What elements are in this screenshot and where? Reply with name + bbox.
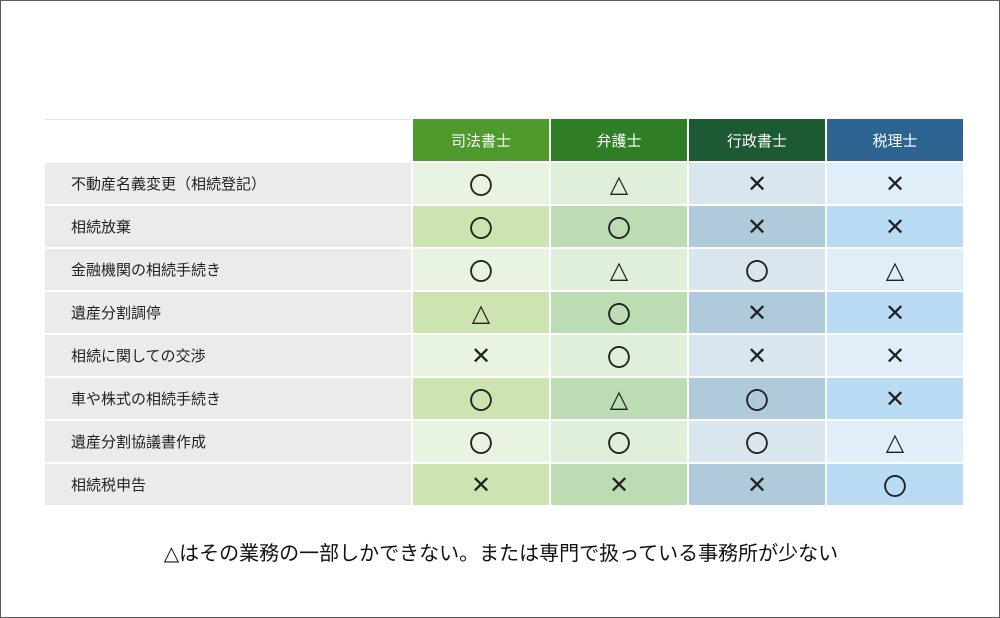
mark-cell: ✕ — [689, 163, 825, 204]
table-body: 不動産名義変更（相続登記）〇 △ ✕ ✕ 相続放棄〇〇 ✕ ✕ 金融機関の相続手続き〇 △ 〇 △ 遺… — [45, 163, 963, 505]
mark-cell: ✕ — [689, 335, 825, 376]
column-header-zeirishi: 税理士 — [827, 119, 963, 161]
footnote: △はその業務の一部しかできない。または専門で扱っている事務所が少ない — [163, 541, 839, 565]
mark-cell: △ — [551, 163, 687, 204]
row-label: 遺産分割協議書作成 — [45, 421, 411, 462]
table-row: 相続に関しての交渉 ✕ 〇 ✕ ✕ — [45, 335, 963, 376]
row-label: 相続税申告 — [45, 464, 411, 505]
row-label: 遺産分割調停 — [45, 292, 411, 333]
mark-cell: ✕ — [827, 378, 963, 419]
mark-cell: △ — [827, 421, 963, 462]
mark-cell: ✕ — [413, 335, 549, 376]
mark-cell: 〇 — [413, 421, 549, 462]
mark-cell: ✕ — [413, 464, 549, 505]
mark-cell: 〇 — [689, 378, 825, 419]
row-label: 不動産名義変更（相続登記） — [45, 163, 411, 204]
mark-cell: 〇 — [413, 206, 549, 247]
row-label: 相続に関しての交渉 — [45, 335, 411, 376]
mark-cell: 〇 — [551, 421, 687, 462]
mark-cell: ✕ — [827, 206, 963, 247]
mark-cell: ✕ — [827, 335, 963, 376]
header-corner — [45, 119, 411, 161]
table-row: 金融機関の相続手続き〇 △ 〇 △ — [45, 249, 963, 290]
table-row: 相続税申告 ✕ ✕ ✕ 〇 — [45, 464, 963, 505]
column-header-gyoseishoshi: 行政書士 — [689, 119, 825, 161]
mark-cell: 〇 — [551, 206, 687, 247]
mark-cell: ✕ — [551, 464, 687, 505]
mark-cell: △ — [413, 292, 549, 333]
table-row: 相続放棄〇〇 ✕ ✕ — [45, 206, 963, 247]
mark-cell: 〇 — [413, 249, 549, 290]
table-row: 遺産分割調停 △ 〇 ✕ ✕ — [45, 292, 963, 333]
mark-cell: 〇 — [689, 249, 825, 290]
mark-cell: ✕ — [689, 206, 825, 247]
mark-cell: 〇 — [689, 421, 825, 462]
mark-cell: 〇 — [413, 378, 549, 419]
row-label: 相続放棄 — [45, 206, 411, 247]
row-label: 金融機関の相続手続き — [45, 249, 411, 290]
mark-cell: △ — [551, 249, 687, 290]
table-row: 不動産名義変更（相続登記）〇 △ ✕ ✕ — [45, 163, 963, 204]
mark-cell: ✕ — [689, 292, 825, 333]
mark-cell: 〇 — [413, 163, 549, 204]
comparison-table: 司法書士 弁護士 行政書士 税理士 不動産名義変更（相続登記）〇 △ ✕ ✕ 相続放棄〇… — [43, 117, 965, 507]
column-header-shihoshoshi: 司法書士 — [413, 119, 549, 161]
mark-cell: 〇 — [827, 464, 963, 505]
table-header-row: 司法書士 弁護士 行政書士 税理士 — [45, 119, 963, 161]
mark-cell: 〇 — [551, 335, 687, 376]
mark-cell: △ — [551, 378, 687, 419]
mark-cell: △ — [827, 249, 963, 290]
mark-cell: ✕ — [827, 163, 963, 204]
table-row: 車や株式の相続手続き〇 △ 〇 ✕ — [45, 378, 963, 419]
row-label: 車や株式の相続手続き — [45, 378, 411, 419]
table-row: 遺産分割協議書作成〇〇〇 △ — [45, 421, 963, 462]
mark-cell: 〇 — [551, 292, 687, 333]
mark-cell: ✕ — [689, 464, 825, 505]
mark-cell: ✕ — [827, 292, 963, 333]
column-header-bengoshi: 弁護士 — [551, 119, 687, 161]
